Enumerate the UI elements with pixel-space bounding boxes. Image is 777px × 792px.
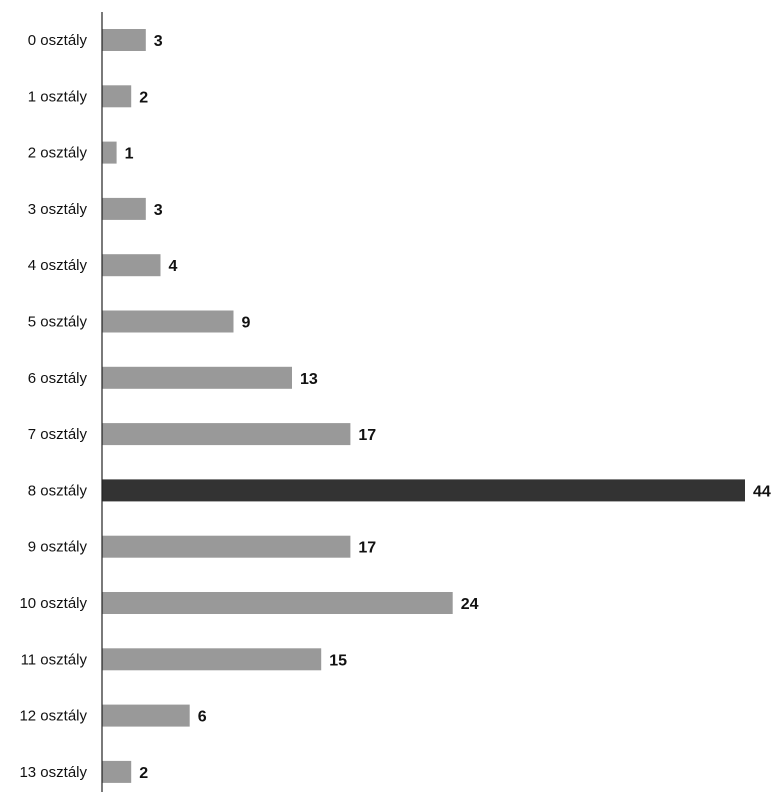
category-label-0: 0 osztály bbox=[28, 32, 88, 49]
bar-9 bbox=[102, 535, 351, 558]
category-label-8: 8 osztály bbox=[28, 482, 88, 499]
value-label-11: 15 bbox=[329, 652, 347, 669]
value-label-8: 44 bbox=[753, 483, 771, 500]
bar-13 bbox=[102, 760, 132, 783]
bar-6 bbox=[102, 366, 292, 389]
category-label-10: 10 osztály bbox=[19, 595, 87, 612]
value-label-9: 17 bbox=[358, 540, 376, 557]
value-label-3: 3 bbox=[154, 202, 163, 219]
bar-2 bbox=[102, 141, 117, 164]
value-label-6: 13 bbox=[300, 371, 318, 388]
value-label-7: 17 bbox=[358, 427, 376, 444]
bar-5 bbox=[102, 310, 234, 333]
category-label-1: 1 osztály bbox=[28, 88, 88, 105]
value-label-10: 24 bbox=[461, 596, 479, 613]
category-label-2: 2 osztály bbox=[28, 145, 88, 162]
value-label-0: 3 bbox=[154, 33, 163, 50]
category-label-9: 9 osztály bbox=[28, 539, 88, 556]
bars-group bbox=[102, 29, 745, 783]
category-label-6: 6 osztály bbox=[28, 370, 88, 387]
category-label-13: 13 osztály bbox=[19, 764, 87, 781]
category-label-3: 3 osztály bbox=[28, 201, 88, 218]
bar-12 bbox=[102, 704, 190, 727]
category-labels-group: 0 osztály 1 osztály 2 osztály 3 osztály 4 os… bbox=[19, 32, 87, 781]
value-label-12: 6 bbox=[198, 709, 207, 726]
bar-10 bbox=[102, 592, 453, 614]
bar-4 bbox=[102, 254, 161, 277]
bar-1 bbox=[102, 85, 132, 108]
category-label-11: 11 osztály bbox=[21, 651, 88, 668]
value-label-1: 2 bbox=[139, 89, 148, 106]
bar-7 bbox=[102, 423, 351, 446]
value-label-5: 9 bbox=[242, 315, 251, 332]
bar-8 bbox=[102, 479, 745, 502]
category-label-5: 5 osztály bbox=[28, 314, 88, 331]
bar-11 bbox=[102, 648, 322, 671]
category-label-7: 7 osztály bbox=[28, 426, 88, 443]
value-label-13: 2 bbox=[139, 765, 148, 782]
category-label-12: 12 osztály bbox=[19, 708, 87, 725]
value-label-2: 1 bbox=[125, 146, 134, 163]
bar-3 bbox=[102, 197, 146, 220]
bar-0 bbox=[102, 29, 146, 51]
value-label-4: 4 bbox=[169, 258, 178, 275]
category-label-4: 4 osztály bbox=[28, 257, 88, 274]
